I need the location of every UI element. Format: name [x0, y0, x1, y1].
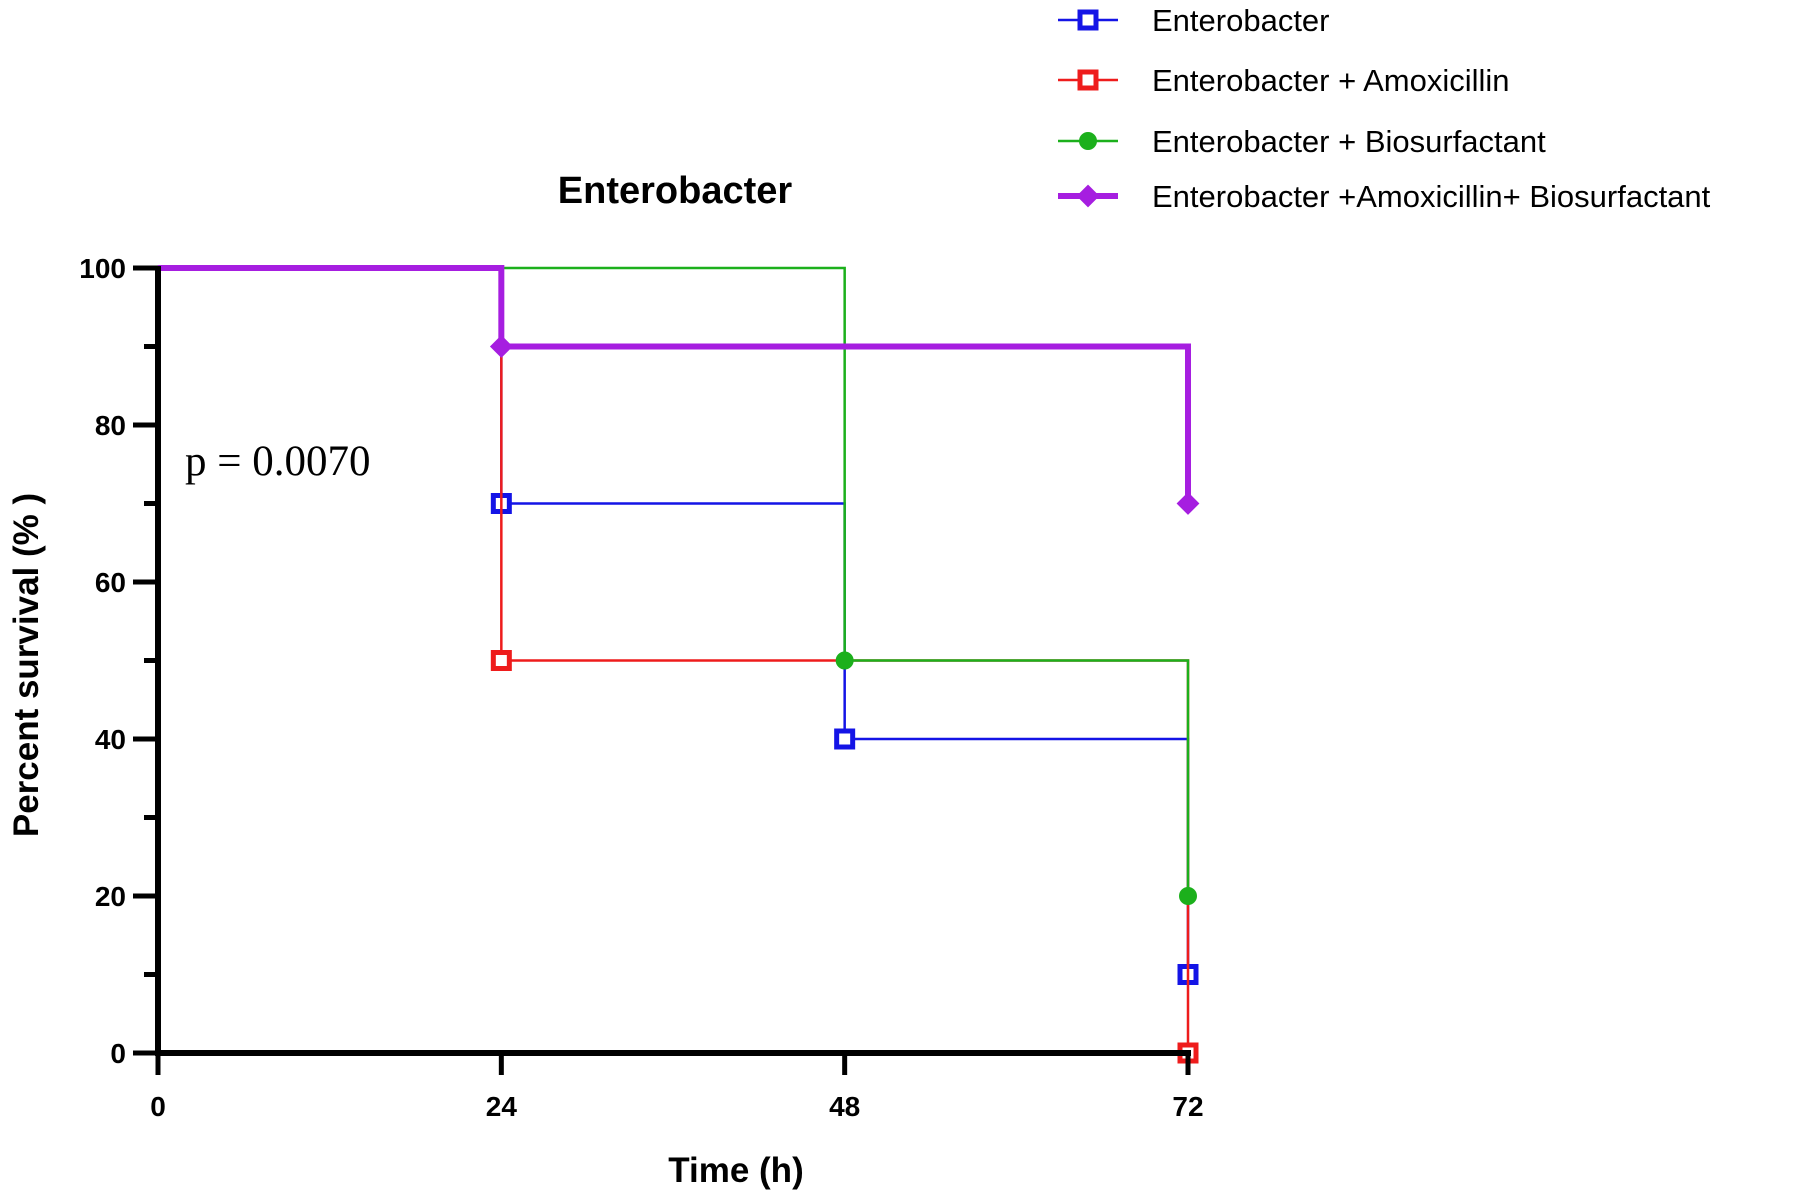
x-tick-label: 0 — [150, 1091, 166, 1122]
y-tick-label: 0 — [110, 1038, 126, 1069]
data-point-enterobacter-amoxicillin-biosurfactant — [1176, 492, 1200, 515]
x-tick-label: 24 — [486, 1091, 518, 1122]
y-tick-label: 20 — [95, 881, 126, 912]
axes-layer: 0 20 40 60 80 100 0 24 48 72 — [79, 253, 1203, 1122]
series-enterobacter-amoxicillin — [158, 266, 1199, 1064]
y-tick-label: 40 — [95, 724, 126, 755]
series-enterobacter-biosurfactant — [158, 266, 1197, 905]
series-line-enterobacter — [158, 266, 1190, 975]
y-tick-label: 80 — [95, 410, 126, 441]
legend-label: Enterobacter — [1152, 3, 1330, 38]
legend-item-enterobacter: Enterobacter — [1058, 3, 1330, 38]
data-point-enterobacter-amoxicillin — [490, 650, 512, 671]
legend: Enterobacter Enterobacter + Amoxicillin En… — [1058, 3, 1711, 214]
legend-swatch-marker — [1076, 184, 1100, 208]
legend-item-enterobacter-amoxicillin: Enterobacter + Amoxicillin — [1058, 63, 1510, 98]
x-tick-label: 72 — [1172, 1091, 1203, 1122]
chart-title: Enterobacter — [558, 170, 793, 212]
legend-label: Enterobacter + Amoxicillin — [1152, 63, 1510, 98]
x-axis-label: Time (h) — [668, 1151, 803, 1190]
x-tick-label: 48 — [829, 1091, 860, 1122]
series-layer — [158, 265, 1200, 1064]
series-enterobacter-amoxicillin-biosurfactant — [158, 265, 1200, 515]
data-point-enterobacter — [834, 728, 856, 750]
legend-label: Enterobacter +Amoxicillin+ Biosurfactant — [1152, 179, 1711, 214]
legend-swatch-marker — [1077, 9, 1099, 31]
p-value-annotation: p = 0.0070 — [185, 438, 371, 485]
legend-item-enterobacter-amoxicillin-biosurfactant: Enterobacter +Amoxicillin+ Biosurfactant — [1058, 179, 1711, 214]
legend-swatch-marker — [1077, 69, 1099, 91]
data-point-enterobacter-amoxicillin-biosurfactant — [489, 335, 513, 358]
series-line-enterobacter-biosurfactant — [158, 266, 1190, 896]
data-point-enterobacter-biosurfactant — [835, 651, 854, 670]
legend-swatch-marker — [1079, 132, 1097, 150]
series-enterobacter — [158, 266, 1199, 985]
legend-label: Enterobacter + Biosurfactant — [1152, 124, 1546, 159]
y-axis-label: Percent survival (% ) — [7, 493, 46, 837]
y-tick-label: 100 — [79, 253, 126, 284]
y-tick-label: 60 — [95, 567, 126, 598]
data-point-enterobacter-biosurfactant — [1179, 887, 1197, 905]
legend-item-enterobacter-biosurfactant: Enterobacter + Biosurfactant — [1058, 124, 1546, 159]
